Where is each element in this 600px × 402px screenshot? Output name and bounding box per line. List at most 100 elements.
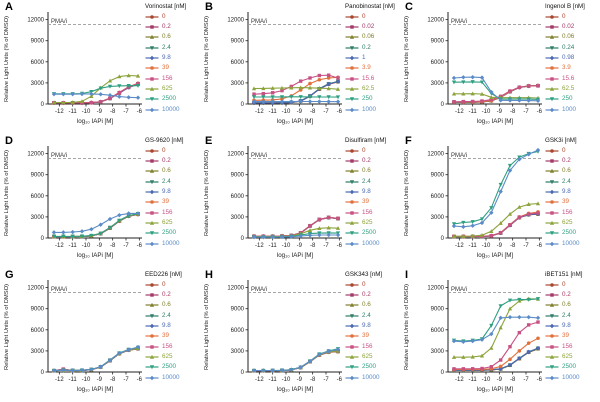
legend-swatch xyxy=(545,152,559,170)
legend-label: 9.8 xyxy=(162,53,171,61)
x-tick-label: -7 xyxy=(323,109,329,115)
y-tick-label: 9000 xyxy=(431,307,445,313)
series-marker xyxy=(549,365,555,370)
series-marker xyxy=(149,169,155,174)
series-marker xyxy=(489,323,494,328)
x-tick-label: -11 xyxy=(69,377,78,383)
series-marker xyxy=(326,99,331,104)
x-tick-label: -9 xyxy=(297,109,303,115)
legend-entry: 156 xyxy=(345,208,400,218)
pma-label: PMA/i xyxy=(51,153,67,159)
x-axis-label: log₁₀ IAPi [M] xyxy=(77,118,114,125)
series-marker xyxy=(135,95,141,100)
legend-label: 39 xyxy=(162,64,170,72)
legend-entry: 625 xyxy=(345,352,400,362)
legend-label: 156 xyxy=(362,208,373,216)
series-marker xyxy=(150,345,154,349)
y-tick-label: 3000 xyxy=(431,349,445,355)
legend-entry: 0.6 xyxy=(545,300,600,310)
series-marker xyxy=(489,234,494,238)
series-marker xyxy=(549,169,555,174)
legend-swatch-icon xyxy=(545,107,559,112)
legend-label: 62.5 xyxy=(362,84,375,92)
legend-swatch xyxy=(545,214,559,232)
series-marker xyxy=(70,91,75,97)
legend-swatch xyxy=(345,214,359,232)
legend-swatch xyxy=(545,235,559,253)
legend-swatch xyxy=(545,173,559,191)
series-marker xyxy=(536,84,540,88)
series-marker xyxy=(70,368,75,373)
series-line xyxy=(454,348,539,371)
y-tick-label: 9000 xyxy=(431,39,445,45)
legend-entry: 0.2 xyxy=(145,22,200,32)
series-marker xyxy=(251,234,257,240)
series-marker xyxy=(149,375,155,380)
legend-entry: 2500 xyxy=(145,362,200,372)
legend: Vorinostat [nM] 0 0.2 0.6 2.4 9.8 39 156 625 2500… xyxy=(145,3,200,115)
series-marker xyxy=(251,95,257,100)
series-marker xyxy=(508,223,512,227)
legend-entry: 625 xyxy=(145,84,200,94)
legend-swatch-icon xyxy=(145,282,159,287)
series-marker xyxy=(51,100,57,105)
legend-title: GSK343 [nM] xyxy=(345,271,383,278)
x-tick-label: -11 xyxy=(269,109,278,115)
legend-label: 1000 xyxy=(562,105,577,113)
pma-label: PMA/i xyxy=(451,153,467,159)
x-tick-label: -12 xyxy=(455,109,464,115)
legend-entry: 15.6 xyxy=(545,74,600,84)
panel-letter: C xyxy=(405,1,413,13)
legend-swatch-icon xyxy=(545,66,559,71)
legend-swatch xyxy=(145,101,159,119)
legend-swatch xyxy=(545,18,559,36)
pma-label: PMA/i xyxy=(451,287,467,293)
legend-entry: 10000 xyxy=(545,239,600,249)
series-marker xyxy=(549,86,555,91)
pma-label: PMA/i xyxy=(51,19,67,25)
series-line xyxy=(54,74,139,104)
series-marker xyxy=(550,345,554,349)
x-tick-label: -10 xyxy=(282,243,291,249)
legend-swatch-icon xyxy=(345,97,359,102)
legend-label: 625 xyxy=(162,84,173,92)
x-axis-label: log₁₀ IAPi [M] xyxy=(277,386,314,393)
series-marker xyxy=(289,367,294,372)
y-tick-label: 12000 xyxy=(27,286,44,292)
x-tick-label: -9 xyxy=(497,243,503,249)
legend-swatch-icon xyxy=(345,180,359,184)
series-marker xyxy=(498,189,503,194)
legend-label: 0.2 xyxy=(162,290,171,298)
y-tick-label: 0 xyxy=(241,370,245,376)
series-marker xyxy=(350,159,354,163)
series-marker xyxy=(51,368,57,373)
legend-swatch-icon xyxy=(545,354,559,359)
y-tick-label: 3000 xyxy=(31,349,45,355)
series-marker xyxy=(336,76,340,80)
series-marker xyxy=(507,306,513,311)
series-marker xyxy=(150,66,154,71)
y-axis-label: Relative Light Units (% of DMSO) xyxy=(4,284,10,370)
x-tick-label: -12 xyxy=(55,109,64,115)
legend-swatch xyxy=(145,173,159,191)
series-marker xyxy=(349,303,355,308)
series-line xyxy=(454,213,539,238)
series-marker xyxy=(549,314,555,318)
legend-swatch xyxy=(545,28,559,46)
series-marker xyxy=(149,180,155,184)
series-marker xyxy=(117,350,122,356)
series-line xyxy=(453,298,539,342)
series-marker xyxy=(317,95,322,100)
x-tick-label: -8 xyxy=(110,243,116,249)
series-marker xyxy=(317,232,322,238)
series-marker xyxy=(98,86,103,91)
legend-label: 10000 xyxy=(362,373,380,381)
y-tick-label: 6000 xyxy=(231,60,245,66)
legend-entry: 2500 xyxy=(345,362,400,372)
legend-entry: 0 xyxy=(545,280,600,290)
y-tick-label: 3000 xyxy=(31,215,45,221)
legend-label: 0 xyxy=(362,280,366,288)
legend-swatch-icon xyxy=(545,303,559,308)
series-marker xyxy=(150,282,154,287)
series-marker xyxy=(335,225,341,230)
